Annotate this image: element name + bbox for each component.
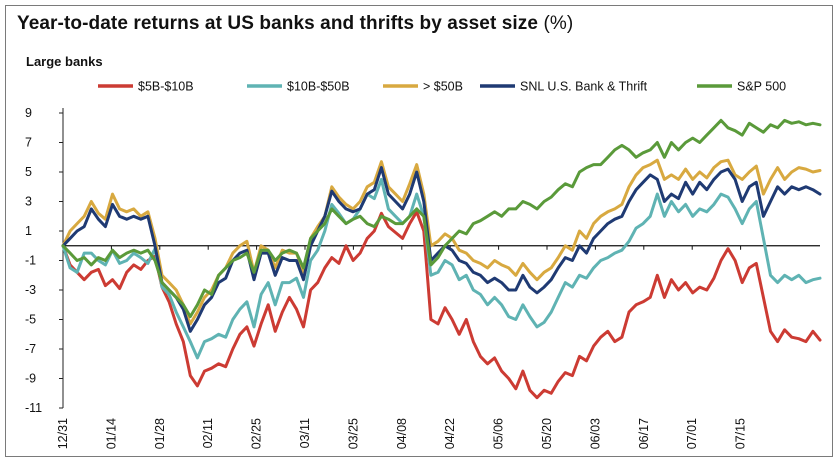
chart-title: Year-to-date returns at US banks and thr… (17, 13, 573, 35)
chart-title-unit: (%) (543, 13, 574, 34)
y-tick-label: 3 (25, 195, 32, 209)
series-group (61, 118, 822, 400)
x-tick-label: 12/31 (56, 418, 70, 449)
chart-title-text: Year-to-date returns at US banks and thr… (17, 13, 539, 34)
x-tick-label: 02/11 (201, 418, 215, 448)
legend: $5B-$10B $10B-$50B > $50B SNL U.S. Bank & T… (98, 80, 786, 94)
x-tick-label: 07/15 (734, 418, 748, 449)
x-tick-label: 03/11 (298, 418, 312, 448)
x-tick-label: 06/17 (637, 418, 651, 449)
y-tick-label: 9 (25, 106, 32, 120)
series-line (61, 177, 822, 360)
y-tick-label: -11 (25, 401, 42, 415)
x-tick-label: 03/25 (346, 418, 360, 449)
x-tick-label: 04/08 (395, 418, 409, 449)
y-axis: 9 7 5 3 1 -1 -3 -5 -7 -9 -11 (25, 106, 64, 415)
x-tick-label: 01/14 (104, 418, 118, 449)
y-tick-label: 5 (25, 165, 32, 179)
x-tick-label: 02/25 (250, 418, 264, 449)
y-tick-label: 1 (25, 224, 32, 238)
x-tick-label: 01/28 (153, 418, 167, 449)
x-tick-label: 07/01 (685, 418, 699, 449)
legend-label: > $50B (423, 80, 463, 94)
x-tick-label: 05/20 (540, 418, 554, 449)
chart-subtitle: Large banks (26, 54, 103, 69)
x-tick-label: 06/03 (588, 418, 602, 449)
legend-label: $10B-$50B (287, 80, 350, 94)
chart-frame (5, 5, 833, 457)
y-tick-label: -1 (25, 254, 36, 268)
legend-label: S&P 500 (737, 80, 786, 94)
y-tick-label: -9 (25, 372, 36, 386)
x-tick-label: 05/06 (492, 418, 506, 449)
x-axis: 12/31 01/14 01/28 02/11 02/25 03/11 03/25 04/08… (56, 245, 820, 449)
y-tick-label: 7 (25, 136, 32, 150)
y-tick-label: -3 (25, 283, 36, 297)
y-tick-label: -5 (25, 313, 36, 327)
legend-label: $5B-$10B (138, 80, 194, 94)
y-tick-label: -7 (25, 342, 36, 356)
series-line (61, 210, 822, 400)
series-line (61, 158, 822, 326)
legend-label: SNL U.S. Bank & Thrift (520, 80, 648, 94)
series-line (61, 118, 822, 319)
x-tick-label: 04/22 (443, 418, 457, 449)
